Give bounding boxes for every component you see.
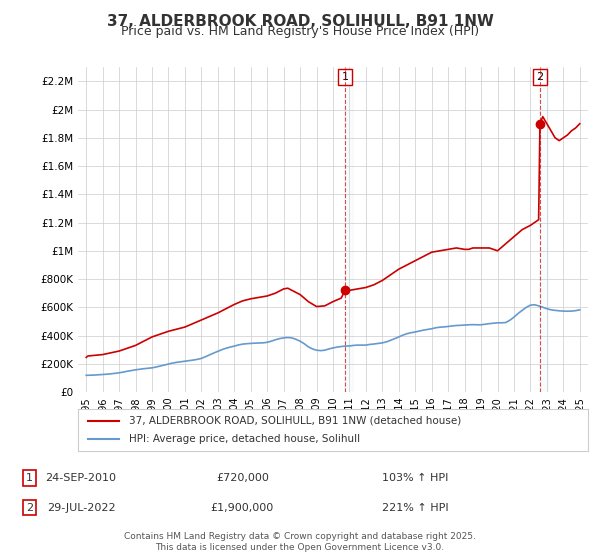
Text: 37, ALDERBROOK ROAD, SOLIHULL, B91 1NW: 37, ALDERBROOK ROAD, SOLIHULL, B91 1NW [107,14,493,29]
Text: £720,000: £720,000 [216,473,269,483]
Text: 221% ↑ HPI: 221% ↑ HPI [382,502,449,512]
Text: 103% ↑ HPI: 103% ↑ HPI [382,473,448,483]
Text: Price paid vs. HM Land Registry's House Price Index (HPI): Price paid vs. HM Land Registry's House … [121,25,479,38]
Text: 37, ALDERBROOK ROAD, SOLIHULL, B91 1NW (detached house): 37, ALDERBROOK ROAD, SOLIHULL, B91 1NW (… [129,416,461,426]
Text: 2: 2 [536,72,544,82]
Text: Contains HM Land Registry data © Crown copyright and database right 2025.
This d: Contains HM Land Registry data © Crown c… [124,532,476,552]
Text: 2: 2 [26,502,33,512]
Text: £1,900,000: £1,900,000 [211,502,274,512]
Bar [344,67,353,392]
Text: 1: 1 [26,473,33,483]
Text: 29-JUL-2022: 29-JUL-2022 [47,502,115,512]
Text: 1: 1 [341,72,349,82]
Bar [539,67,548,392]
Text: HPI: Average price, detached house, Solihull: HPI: Average price, detached house, Soli… [129,434,360,444]
Text: 24-SEP-2010: 24-SEP-2010 [46,473,116,483]
